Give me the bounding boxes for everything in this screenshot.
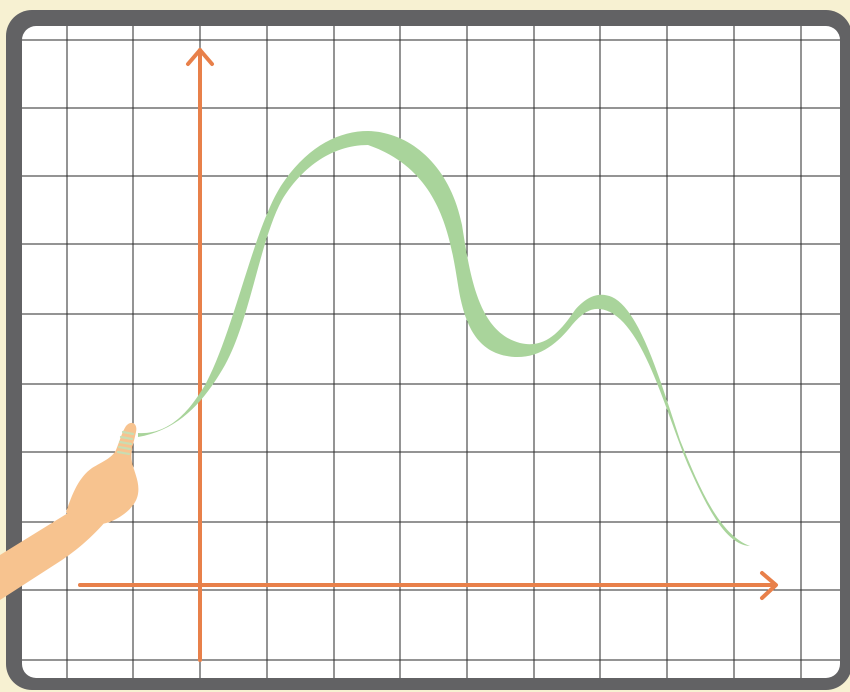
- board-grid: [22, 26, 840, 678]
- arrow-right-icon: [760, 571, 778, 600]
- board-surface: [22, 26, 840, 678]
- x-axis: [78, 571, 778, 600]
- hand-pointing: [0, 422, 139, 600]
- y-axis: [186, 48, 214, 662]
- green-curve: [138, 131, 750, 546]
- finger-stripes: [116, 430, 135, 456]
- arrow-up-icon: [186, 48, 214, 66]
- hand: [66, 422, 139, 525]
